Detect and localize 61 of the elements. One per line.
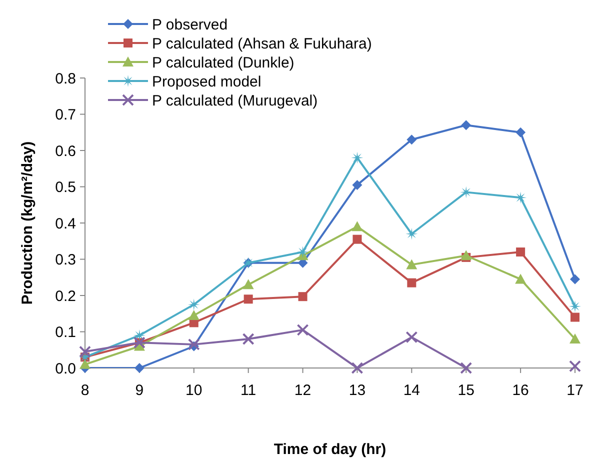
- y-tick-label: 0.6: [55, 142, 76, 160]
- x-tick-label: 11: [240, 382, 256, 399]
- x-tick-label: 9: [135, 382, 144, 399]
- point: [79, 346, 91, 358]
- point: [352, 180, 362, 190]
- point: [296, 246, 309, 258]
- x-tick-label: 12: [294, 382, 312, 399]
- y-tick-label: 0.3: [55, 252, 76, 268]
- point: [242, 333, 254, 345]
- point: [351, 362, 364, 374]
- point: [460, 362, 472, 374]
- y-tick-label: 0.5: [55, 179, 76, 196]
- point: [188, 298, 200, 311]
- point: [188, 338, 200, 350]
- legend-label: Proposed model: [152, 73, 262, 90]
- point: [351, 152, 364, 164]
- point: [352, 221, 363, 232]
- point: [80, 358, 90, 369]
- point: [298, 292, 308, 302]
- x-tick-label: 15: [458, 382, 474, 399]
- x-tick-label: 14: [403, 382, 420, 399]
- point: [188, 310, 200, 320]
- point: [407, 278, 416, 288]
- x-tick-label: 10: [186, 382, 202, 399]
- point: [570, 274, 580, 284]
- point: [514, 192, 527, 204]
- y-axis-title: Production (kg/m²/day): [19, 141, 36, 305]
- point: [569, 360, 581, 372]
- x-tick-label: 16: [512, 382, 529, 399]
- legend-label: P calculated (Ahsan & Fukuhara): [152, 35, 372, 52]
- point: [242, 279, 254, 290]
- point: [406, 228, 418, 240]
- y-tick-label: 0.7: [55, 106, 76, 124]
- point: [461, 120, 472, 130]
- y-tick-label: 0.4: [55, 215, 76, 232]
- point: [352, 234, 362, 244]
- point: [569, 300, 581, 312]
- x-tick-label: 13: [348, 382, 366, 399]
- point: [134, 363, 144, 373]
- point: [570, 334, 580, 344]
- point: [296, 324, 309, 336]
- point: [133, 329, 146, 342]
- y-tick-label: 0.2: [55, 288, 76, 305]
- point: [515, 274, 526, 284]
- y-tick-label: 0.8: [55, 70, 76, 88]
- point: [406, 331, 418, 344]
- point: [516, 127, 526, 138]
- point: [460, 250, 472, 260]
- x-axis-title: Time of day (hr): [274, 441, 386, 458]
- y-tick-label: 0.0: [55, 360, 76, 378]
- legend-label: P calculated (Dunkle): [152, 54, 294, 72]
- point: [516, 248, 526, 256]
- legend-label: P observed: [152, 16, 228, 34]
- point: [406, 134, 417, 145]
- legend-label: P calculated (Murugeval): [152, 92, 318, 110]
- x-tick-label: 17: [566, 382, 584, 399]
- point: [244, 294, 253, 304]
- y-tick-label: 0.1: [55, 324, 76, 341]
- point: [406, 259, 418, 270]
- point: [570, 312, 580, 322]
- x-tick-label: 8: [80, 382, 90, 399]
